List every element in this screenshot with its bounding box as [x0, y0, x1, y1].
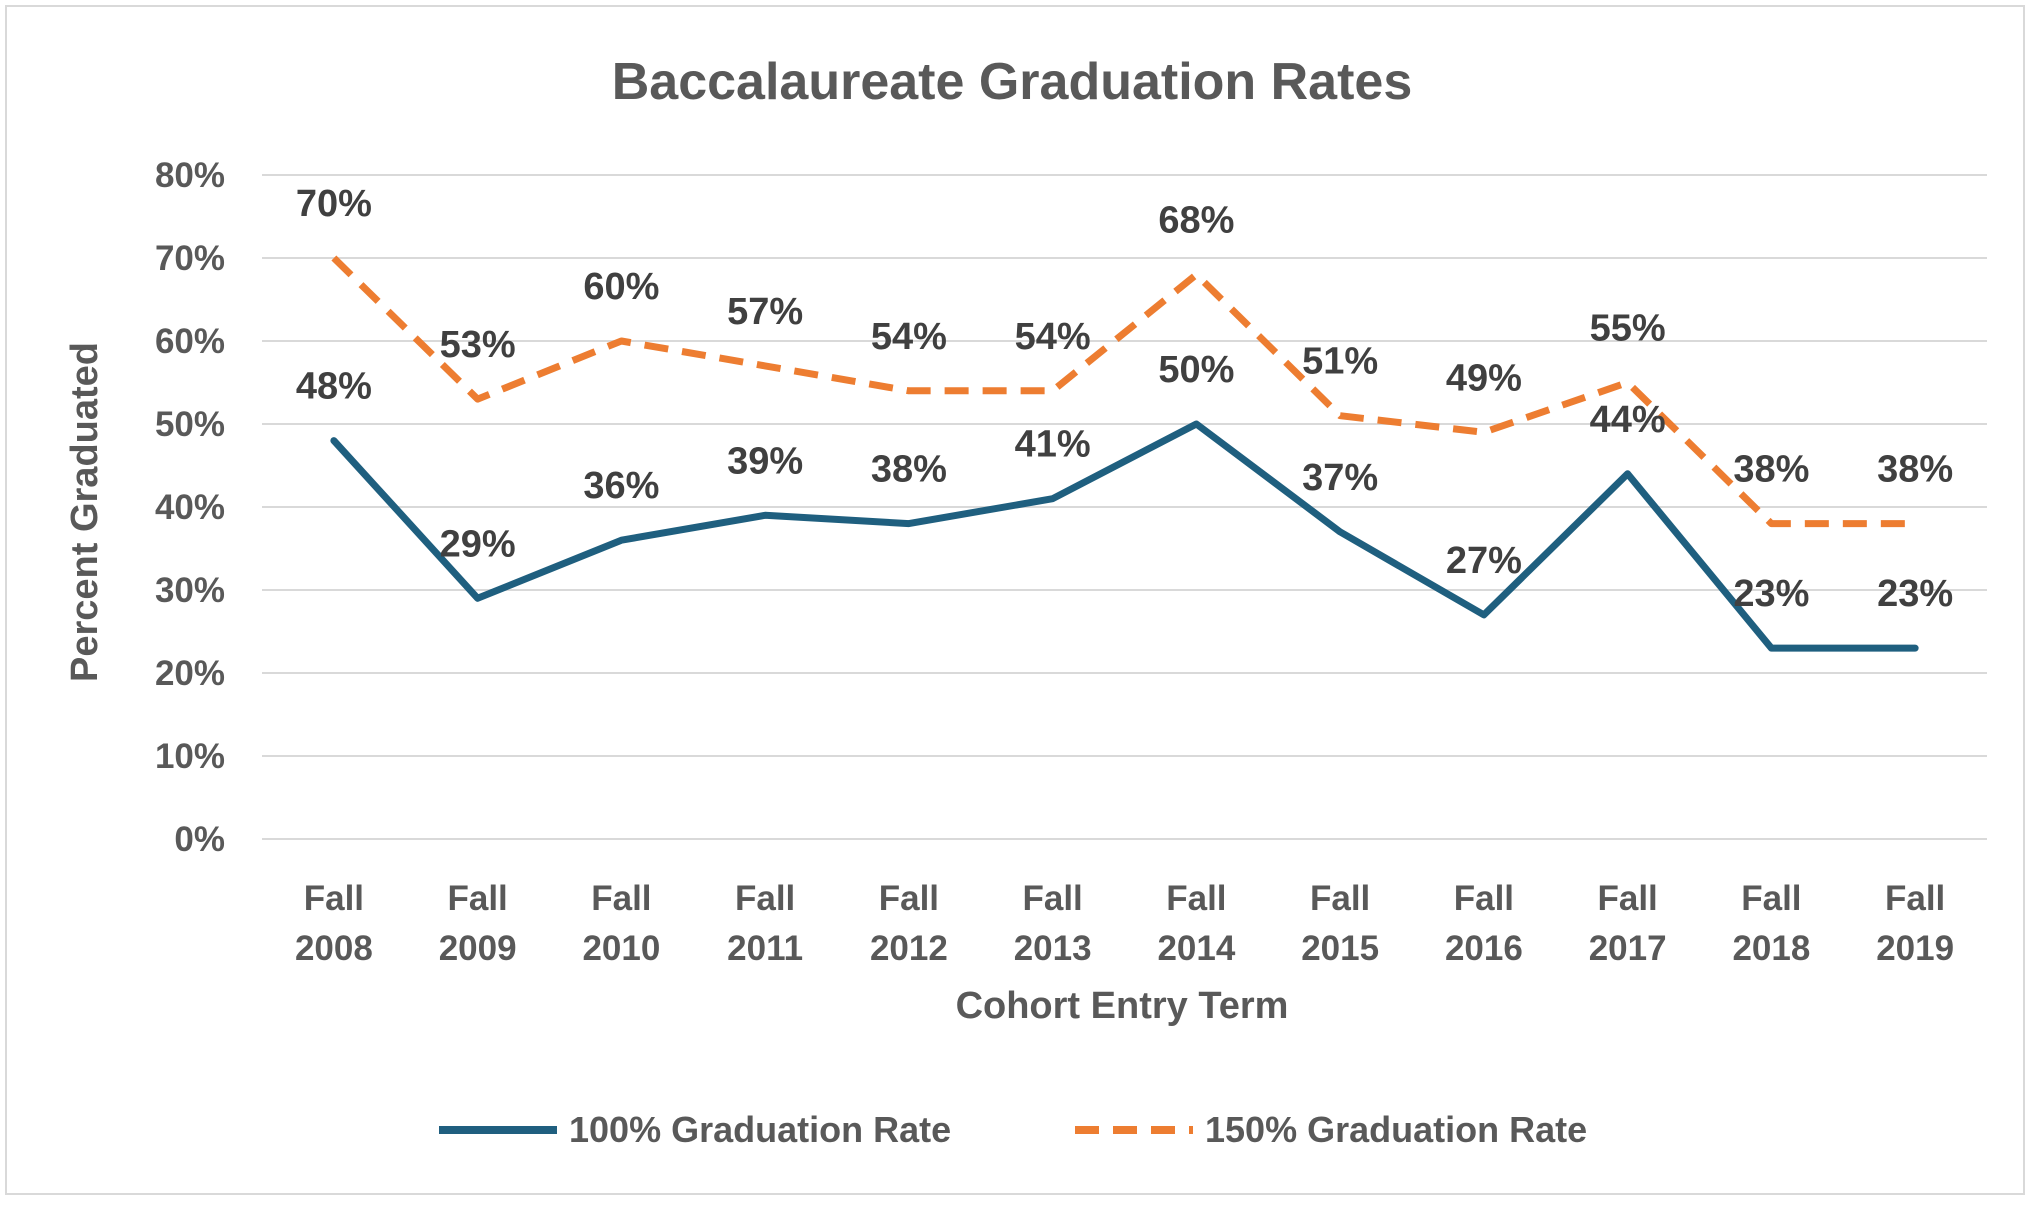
x-tick-label: 2015: [1301, 929, 1379, 968]
x-axis-ticks: Fall 2008 Fall 2009 Fall 2010 Fall 2011 Fall 2012…: [295, 879, 1954, 968]
x-tick-label: Fall: [1597, 879, 1657, 918]
data-label: 68%: [1158, 200, 1234, 242]
data-label: 39%: [727, 440, 803, 482]
x-tick-label: 2016: [1445, 929, 1523, 968]
legend-label-150: 150% Graduation Rate: [1205, 1109, 1587, 1150]
data-labels: 48% 29% 36% 39% 38% 41% 50% 37% 27% 44% 23% 23% 70% 5…: [296, 183, 1953, 615]
line-chart: Baccalaureate Graduation Rates 0% 10% 20% 3…: [64, 53, 1987, 1150]
data-label: 51%: [1302, 341, 1378, 383]
series-line-1: [331, 255, 1916, 528]
y-tick-label: 10%: [155, 737, 225, 776]
x-tick-label: 2008: [295, 929, 373, 968]
y-tick-label: 30%: [155, 571, 225, 610]
x-tick-label: Fall: [447, 879, 507, 918]
data-label: 37%: [1302, 457, 1378, 499]
x-tick-label: Fall: [1022, 879, 1082, 918]
x-tick-label: 2017: [1589, 929, 1667, 968]
data-label: 41%: [1015, 424, 1091, 466]
data-label: 48%: [296, 366, 372, 408]
x-tick-label: Fall: [591, 879, 651, 918]
x-tick-label: Fall: [1741, 879, 1801, 918]
data-label: 60%: [583, 266, 659, 308]
series-lines: [330, 255, 1919, 652]
y-axis-ticks: 0% 10% 20% 30% 40% 50% 60% 70% 80%: [155, 156, 225, 859]
x-tick-label: Fall: [1454, 879, 1514, 918]
data-label: 49%: [1446, 357, 1522, 399]
data-label: 55%: [1590, 308, 1666, 350]
data-label: 36%: [583, 465, 659, 507]
x-tick-label: 2018: [1732, 929, 1810, 968]
data-label: 57%: [727, 291, 803, 333]
x-tick-label: Fall: [1166, 879, 1226, 918]
x-axis-label: Cohort Entry Term: [956, 985, 1289, 1027]
y-tick-label: 60%: [155, 322, 225, 361]
data-label: 50%: [1158, 349, 1234, 391]
data-label: 38%: [1877, 449, 1953, 491]
series-line-0: [330, 420, 1919, 652]
x-tick-label: 2019: [1876, 929, 1954, 968]
x-tick-label: Fall: [304, 879, 364, 918]
data-label: 44%: [1590, 399, 1666, 441]
y-tick-label: 0%: [174, 820, 225, 859]
chart-title: Baccalaureate Graduation Rates: [612, 53, 1413, 111]
y-tick-label: 70%: [155, 239, 225, 278]
y-axis-label: Percent Graduated: [64, 342, 106, 682]
data-label: 27%: [1446, 540, 1522, 582]
x-tick-label: Fall: [879, 879, 939, 918]
y-tick-label: 40%: [155, 488, 225, 527]
x-tick-label: Fall: [735, 879, 795, 918]
legend: 100% Graduation Rate 150% Graduation Rat…: [439, 1109, 1587, 1150]
data-label: 29%: [440, 523, 516, 565]
x-tick-label: Fall: [1885, 879, 1945, 918]
x-tick-label: 2013: [1014, 929, 1092, 968]
data-label: 23%: [1877, 573, 1953, 615]
x-tick-label: 2014: [1157, 929, 1235, 968]
y-tick-label: 20%: [155, 654, 225, 693]
data-label: 23%: [1733, 573, 1809, 615]
data-label: 38%: [1733, 449, 1809, 491]
data-label: 54%: [1015, 316, 1091, 358]
x-tick-label: 2012: [870, 929, 948, 968]
x-tick-label: Fall: [1310, 879, 1370, 918]
data-label: 54%: [871, 316, 947, 358]
data-label: 53%: [440, 324, 516, 366]
x-tick-label: 2010: [582, 929, 660, 968]
legend-label-100: 100% Graduation Rate: [569, 1109, 951, 1150]
y-tick-label: 50%: [155, 405, 225, 444]
data-label: 70%: [296, 183, 372, 225]
x-tick-label: 2009: [439, 929, 517, 968]
chart-frame: Baccalaureate Graduation Rates 0% 10% 20% 3…: [5, 5, 2025, 1195]
y-tick-label: 80%: [155, 156, 225, 195]
gridlines: [262, 174, 1987, 840]
x-tick-label: 2011: [727, 929, 803, 968]
data-label: 38%: [871, 449, 947, 491]
